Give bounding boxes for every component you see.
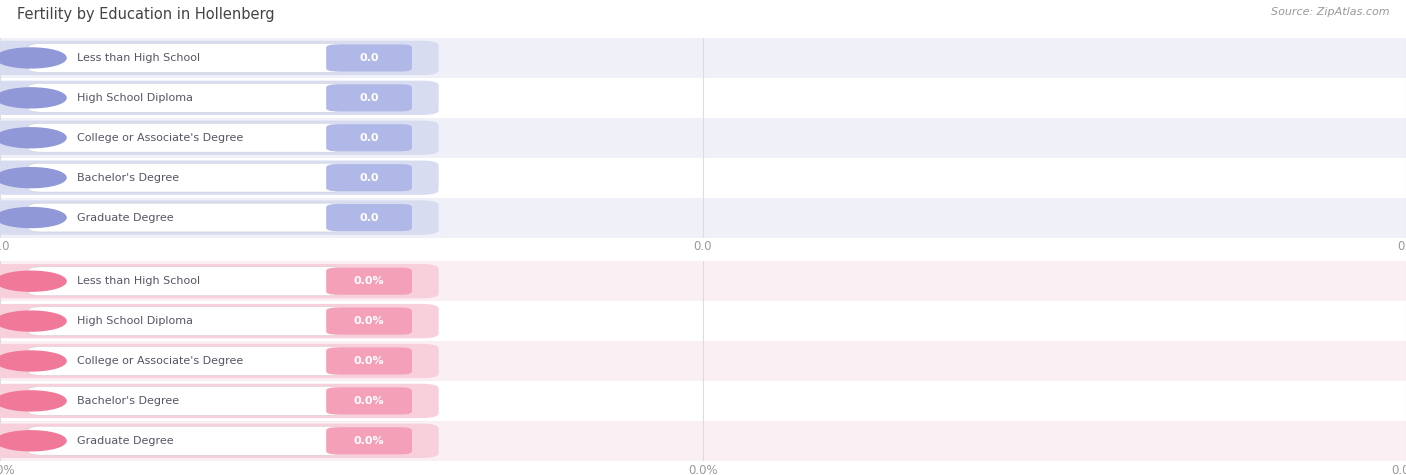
FancyBboxPatch shape	[28, 387, 344, 415]
Bar	[0, 341, 1406, 381]
Circle shape	[0, 168, 66, 188]
FancyBboxPatch shape	[0, 81, 439, 115]
Text: High School Diploma: High School Diploma	[77, 316, 194, 326]
FancyBboxPatch shape	[326, 347, 412, 375]
FancyBboxPatch shape	[0, 384, 439, 418]
Text: Fertility by Education in Hollenberg: Fertility by Education in Hollenberg	[17, 7, 274, 22]
Text: 0.0%: 0.0%	[354, 396, 384, 406]
FancyBboxPatch shape	[0, 344, 439, 378]
Text: Less than High School: Less than High School	[77, 276, 201, 286]
Circle shape	[0, 431, 66, 451]
Text: 0.0: 0.0	[360, 212, 378, 223]
Bar	[0, 118, 1406, 158]
FancyBboxPatch shape	[28, 124, 344, 152]
FancyBboxPatch shape	[0, 424, 439, 458]
Text: College or Associate's Degree: College or Associate's Degree	[77, 133, 243, 143]
Bar	[0, 158, 1406, 198]
Text: 0.0%: 0.0%	[354, 356, 384, 366]
Text: 0.0%: 0.0%	[354, 316, 384, 326]
FancyBboxPatch shape	[326, 84, 412, 112]
FancyBboxPatch shape	[326, 204, 412, 231]
FancyBboxPatch shape	[326, 124, 412, 152]
Circle shape	[0, 88, 66, 108]
Circle shape	[0, 271, 66, 291]
Circle shape	[0, 391, 66, 411]
FancyBboxPatch shape	[326, 44, 412, 72]
Text: 0.0: 0.0	[360, 133, 378, 143]
FancyBboxPatch shape	[28, 44, 344, 72]
Bar	[0, 421, 1406, 461]
Text: Graduate Degree: Graduate Degree	[77, 436, 174, 446]
Circle shape	[0, 351, 66, 371]
FancyBboxPatch shape	[326, 387, 412, 415]
FancyBboxPatch shape	[28, 163, 344, 192]
FancyBboxPatch shape	[0, 41, 439, 75]
FancyBboxPatch shape	[28, 203, 344, 232]
Text: 0.0%: 0.0%	[354, 276, 384, 286]
Bar	[0, 78, 1406, 118]
Text: 0.0: 0.0	[360, 172, 378, 183]
FancyBboxPatch shape	[0, 200, 439, 235]
FancyBboxPatch shape	[0, 304, 439, 338]
Bar	[0, 301, 1406, 341]
Text: Less than High School: Less than High School	[77, 53, 201, 63]
Circle shape	[0, 208, 66, 228]
Bar	[0, 198, 1406, 238]
Text: Graduate Degree: Graduate Degree	[77, 212, 174, 223]
Bar	[0, 261, 1406, 301]
FancyBboxPatch shape	[28, 267, 344, 295]
FancyBboxPatch shape	[326, 307, 412, 335]
Circle shape	[0, 311, 66, 331]
Text: 0.0: 0.0	[360, 53, 378, 63]
Text: Bachelor's Degree: Bachelor's Degree	[77, 172, 180, 183]
FancyBboxPatch shape	[28, 427, 344, 455]
Circle shape	[0, 48, 66, 68]
FancyBboxPatch shape	[0, 264, 439, 298]
Text: Source: ZipAtlas.com: Source: ZipAtlas.com	[1271, 7, 1389, 17]
FancyBboxPatch shape	[326, 427, 412, 455]
Text: 0.0: 0.0	[360, 93, 378, 103]
Text: College or Associate's Degree: College or Associate's Degree	[77, 356, 243, 366]
Text: 0.0%: 0.0%	[354, 436, 384, 446]
FancyBboxPatch shape	[0, 161, 439, 195]
Bar	[0, 38, 1406, 78]
FancyBboxPatch shape	[326, 267, 412, 295]
Text: Bachelor's Degree: Bachelor's Degree	[77, 396, 180, 406]
Bar	[0, 381, 1406, 421]
FancyBboxPatch shape	[28, 307, 344, 335]
FancyBboxPatch shape	[28, 347, 344, 375]
Text: High School Diploma: High School Diploma	[77, 93, 194, 103]
Circle shape	[0, 128, 66, 148]
FancyBboxPatch shape	[0, 121, 439, 155]
FancyBboxPatch shape	[326, 164, 412, 191]
FancyBboxPatch shape	[28, 84, 344, 112]
